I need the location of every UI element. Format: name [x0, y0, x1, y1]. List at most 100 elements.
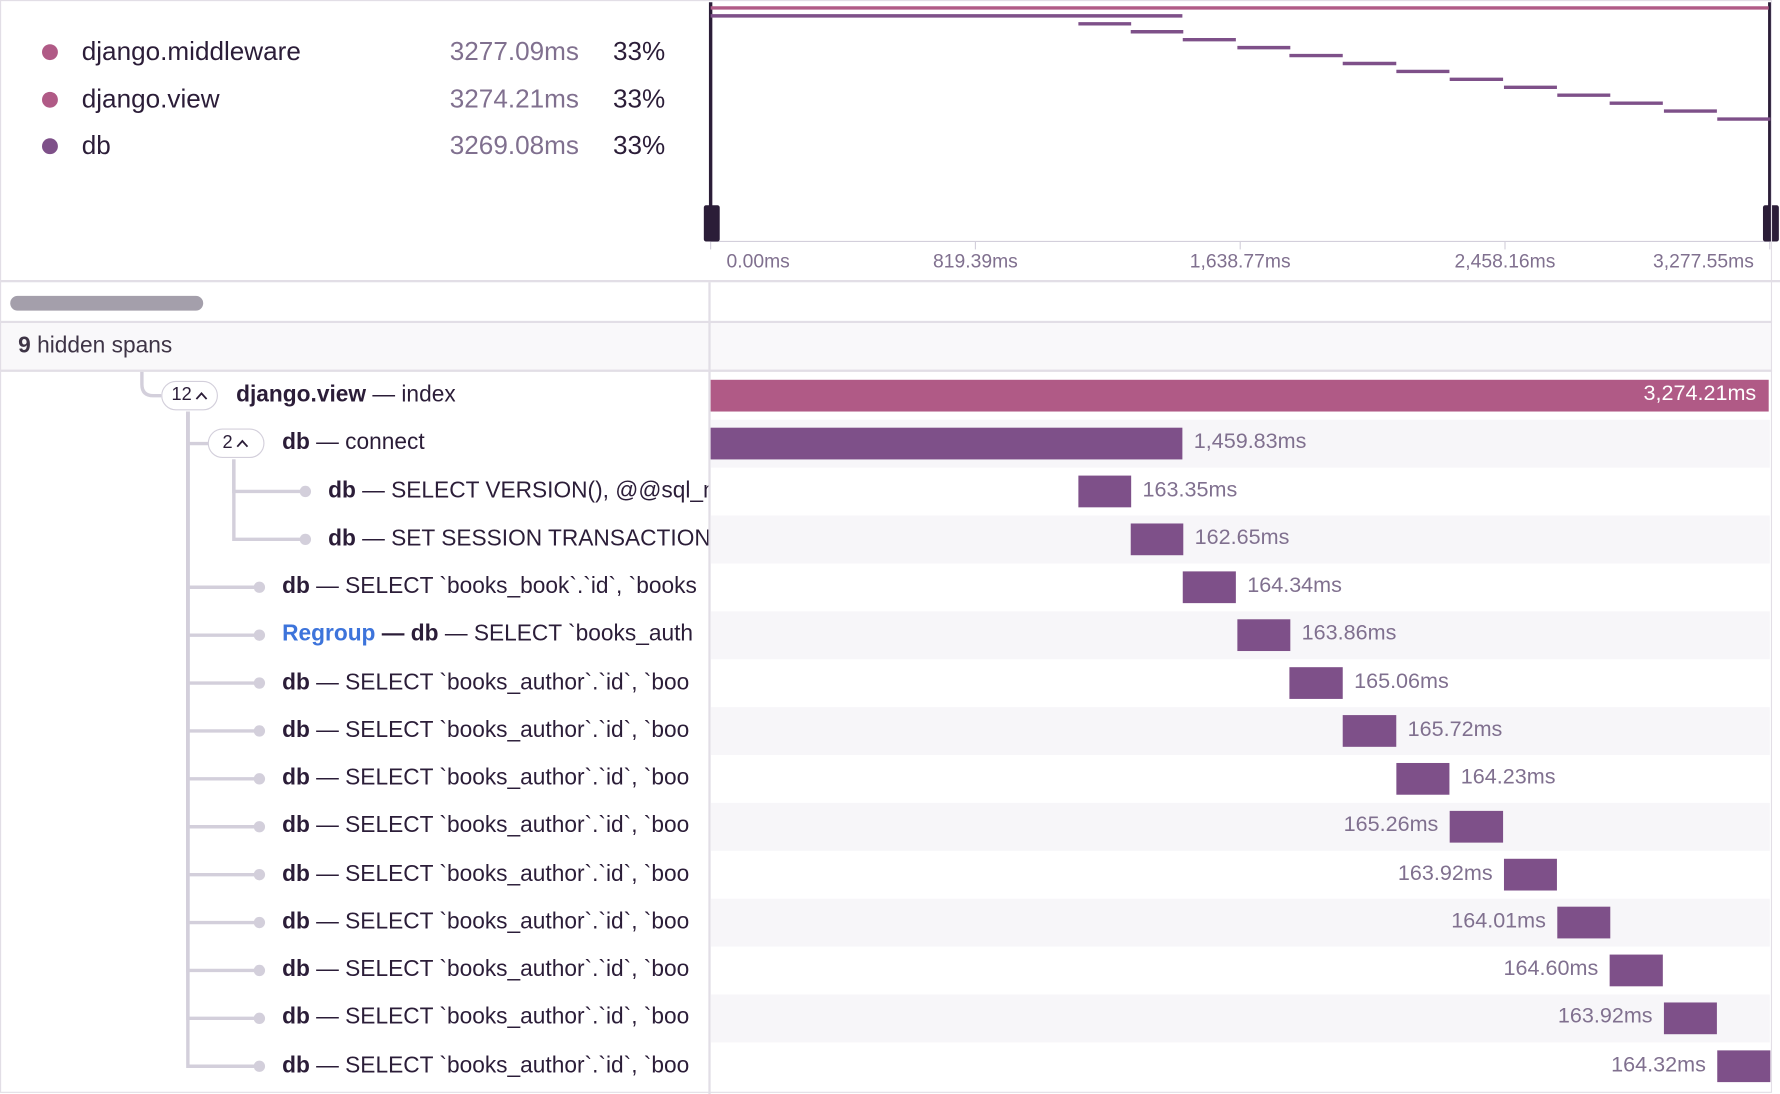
row-stripe: [710, 994, 1770, 1043]
expand-badge[interactable]: 12: [161, 380, 218, 411]
span-description: — SELECT VERSION(), @@sql_m: [362, 477, 709, 503]
legend-dot: [42, 138, 58, 155]
tree-dot: [253, 1060, 266, 1072]
span-duration-label: 165.06ms: [1354, 669, 1449, 694]
badge-count: 2: [222, 433, 233, 453]
legend-name: db: [81, 130, 111, 160]
axis-tick-label: 2,458.16ms: [1454, 250, 1556, 273]
span-title: db — SELECT `books_author`.`id`, `boo: [282, 957, 689, 983]
tree-connector: [140, 371, 162, 398]
span-bar: [1609, 954, 1663, 987]
span-op: db: [282, 573, 310, 599]
hidden-spans-row[interactable]: [0, 323, 1773, 372]
span-op: db: [410, 621, 439, 647]
span-bar: [1289, 667, 1343, 699]
axis-tick-label: 819.39ms: [933, 250, 1018, 273]
span-bar: [1237, 619, 1291, 652]
span-title: db — SELECT `books_author`.`id`, `boo: [282, 861, 689, 887]
span-bar: [1717, 1050, 1771, 1083]
span-description: — SET SESSION TRANSACTION: [362, 525, 709, 551]
span-op: django.view: [236, 382, 367, 407]
tree-dot: [253, 964, 266, 977]
span-title: db — SELECT VERSION(), @@sql_m: [328, 478, 708, 504]
span-bar: [1182, 571, 1236, 604]
span-duration-label: 164.32ms: [1611, 1052, 1706, 1077]
row-stripe: [710, 802, 1770, 851]
tree-dot: [253, 725, 266, 737]
span-title: db — SELECT `books_book`.`id`, `books: [282, 574, 697, 600]
span-title: db — SELECT `books_author`.`id`, `boo: [282, 765, 689, 791]
span-bar: [1130, 523, 1184, 556]
span-description: — SELECT `books_auth: [444, 621, 694, 647]
span-duration-label: 165.72ms: [1407, 717, 1503, 742]
tree-dot: [253, 581, 266, 593]
span-title: db — SELECT `books_author`.`id`, `boo: [282, 669, 689, 695]
prefix-separator: —: [381, 621, 405, 647]
tree-connector: [186, 411, 260, 1068]
tree-dot: [299, 485, 312, 498]
chevron: [195, 392, 208, 400]
span-op: db: [282, 717, 310, 743]
tree-dot: [253, 916, 266, 929]
span-description: — SELECT `books_author`.`id`, `boo: [316, 908, 690, 934]
span-op: db: [282, 956, 310, 982]
span-title: django.view — index: [236, 382, 456, 408]
span-duration-label: 1,459.83ms: [1193, 429, 1307, 454]
tree-dot: [253, 773, 266, 785]
span-bar: [1503, 858, 1557, 891]
scrollbar-thumb[interactable]: [10, 295, 204, 311]
span-description: — SELECT `books_author`.`id`, `boo: [316, 669, 690, 695]
span-title: db — SELECT `books_author`.`id`, `boo: [282, 909, 689, 935]
chevron: [236, 439, 249, 448]
span-op: db: [282, 1004, 310, 1030]
span-op: db: [282, 1052, 310, 1078]
legend-dot: [42, 91, 58, 108]
span-duration-label: 164.01ms: [1451, 908, 1546, 933]
legend-duration: 3277.09ms: [449, 36, 579, 66]
span-duration-label: 3,274.21ms: [1643, 382, 1757, 406]
expand-badge[interactable]: 2: [207, 428, 264, 459]
span-title: db — SET SESSION TRANSACTION: [328, 526, 708, 552]
span-description: — SELECT `books_author`.`id`, `boo: [316, 813, 690, 839]
span-bar: [1557, 906, 1611, 939]
span-description: — SELECT `books_author`.`id`, `boo: [316, 956, 690, 982]
span-bar: [1663, 1002, 1717, 1035]
minimap-handle[interactable]: [703, 205, 720, 242]
span-duration-label: 163.86ms: [1301, 621, 1397, 646]
span-description: — SELECT `books_author`.`id`, `boo: [316, 1052, 690, 1078]
hidden-spans-text: 9 hidden spans: [18, 333, 172, 359]
axis-tick-label: 1,638.77ms: [1189, 250, 1291, 273]
tree-dot: [299, 533, 312, 546]
span-duration-label: 163.92ms: [1397, 861, 1493, 885]
span-description: — index: [372, 382, 456, 407]
span-description: — connect: [316, 429, 425, 455]
regroup-link[interactable]: Regroup: [282, 621, 376, 647]
axis-tick-label: 3,277.55ms: [1653, 250, 1754, 273]
legend-percent: 33%: [613, 36, 666, 66]
span-description: — SELECT `books_author`.`id`, `boo: [316, 765, 690, 791]
span-title: Regroup — db — SELECT `books_auth: [282, 622, 693, 648]
span-op: db: [282, 429, 310, 455]
legend-duration: 3274.21ms: [449, 83, 579, 113]
header: [0, 0, 1780, 283]
span-title: db — SELECT `books_author`.`id`, `boo: [282, 717, 689, 743]
axis-tick-label: 0.00ms: [726, 250, 790, 273]
span-bar: [710, 379, 1769, 412]
span-bar: [1449, 810, 1504, 843]
span-duration-label: 165.26ms: [1343, 813, 1439, 837]
span-description: — SELECT `books_author`.`id`, `boo: [316, 861, 690, 886]
span-op: db: [328, 525, 356, 551]
span-op: db: [282, 908, 310, 934]
span-duration-label: 163.92ms: [1557, 1004, 1653, 1029]
span-duration-label: 162.65ms: [1194, 525, 1290, 550]
span-bar: [1078, 475, 1132, 508]
tree-dot: [253, 629, 266, 641]
tree-dot: [253, 1012, 266, 1025]
span-op: db: [328, 477, 356, 503]
chevron-path: [236, 439, 249, 448]
span-title: db — SELECT `books_author`.`id`, `boo: [282, 1053, 689, 1079]
span-description: — SELECT `books_author`.`id`, `boo: [316, 717, 690, 743]
span-op: db: [282, 813, 310, 839]
span-bar: [710, 427, 1183, 460]
